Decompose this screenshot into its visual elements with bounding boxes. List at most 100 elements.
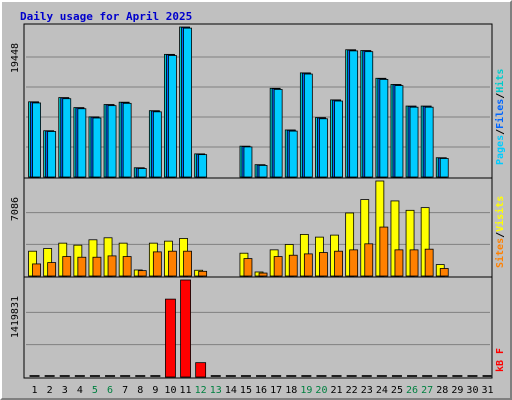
bar-kbytes-17 [271,375,282,377]
bar-pages-3 [62,98,72,178]
bar-pages-28 [439,158,449,178]
legend-sites: Sites [494,238,506,268]
day-label-11: 11 [180,385,192,396]
day-label-19: 19 [300,385,312,396]
legend-panel-3: kB F [495,348,506,372]
bar-sites-28 [439,268,449,277]
bar-kbytes-30 [467,375,478,377]
chart-title: Daily usage for April 2025 [20,10,192,23]
day-label-31: 31 [482,385,494,396]
day-label-17: 17 [270,385,282,396]
bar-pages-21 [334,100,343,178]
bar-kbytes-19 [301,375,312,377]
bar-pages-9 [152,111,162,178]
bar-kbytes-31 [482,375,493,377]
bar-pages-10 [168,55,177,178]
bar-pages-5 [92,117,102,178]
bar-kbytes-8 [135,375,146,377]
bar-pages-20 [319,118,328,178]
bar-kbytes-12 [195,362,207,378]
bar-kbytes-24 [376,375,387,377]
svg-text:Sites/Visits: Sites/Visits [494,196,506,268]
bar-sites-27 [424,248,434,277]
day-label-20: 20 [315,385,327,396]
bar-kbytes-21 [331,375,342,377]
day-label-13: 13 [210,385,222,396]
bar-pages-12 [198,154,208,178]
bar-sites-18 [288,254,298,277]
legend-files: Files [494,99,506,129]
bar-pages-7 [122,102,132,178]
bar-kbytes-26 [407,375,418,377]
day-label-16: 16 [255,385,267,396]
bar-kbytes-18 [286,375,297,377]
bar-sites-2 [47,262,57,277]
bar-pages-18 [288,130,298,178]
bar-pages-6 [107,105,117,178]
bar-kbytes-14 [225,375,236,377]
bar-kbytes-25 [391,375,402,377]
bar-sites-4 [77,256,87,277]
day-label-9: 9 [152,385,158,396]
day-label-15: 15 [240,385,252,396]
bar-pages-17 [273,89,283,178]
bar-kbytes-1 [29,375,40,377]
bar-sites-19 [303,253,313,277]
day-label-26: 26 [406,385,418,396]
legend-hits: Hits [494,69,506,93]
bar-pages-24 [379,79,389,178]
bar-sites-24 [379,226,389,277]
bar-sites-17 [273,256,283,277]
day-label-18: 18 [285,385,297,396]
bar-sites-9 [152,251,162,277]
max-label-kbytes: 1419831 [10,296,21,338]
bar-sites-12 [198,270,208,277]
bar-kbytes-27 [422,375,433,377]
day-label-10: 10 [164,385,176,396]
bar-kbytes-29 [452,375,463,377]
bar-kbytes-5 [89,375,100,377]
bar-sites-5 [92,256,102,277]
bar-kbytes-16 [256,375,267,377]
legend-sep-3: / [495,232,506,238]
bar-pages-16 [258,165,268,178]
bar-sites-3 [62,256,72,277]
bar-pages-1 [32,102,41,178]
bar-kbytes-22 [346,375,357,377]
legend-sep-2: / [495,93,506,99]
panel-kbytes [23,276,493,379]
max-label-visits-sites: 7086 [10,197,21,221]
bar-pages-27 [424,106,434,178]
bar-kbytes-10 [165,298,176,378]
bar-pages-15 [243,146,253,178]
day-label-3: 3 [62,385,68,396]
bar-pages-26 [409,106,419,178]
bar-kbytes-7 [120,375,131,377]
bar-sites-11 [183,250,192,277]
bar-kbytes-11 [180,279,191,378]
bar-sites-20 [319,252,328,277]
day-label-22: 22 [346,385,358,396]
bar-kbytes-6 [105,375,116,377]
day-label-5: 5 [92,385,98,396]
bar-kbytes-23 [361,375,372,377]
legend-panel-1: Pages/Files/Hits [494,69,506,165]
day-label-21: 21 [331,385,343,396]
legend-panel-2: Sites/Visits [494,196,506,268]
bar-sites-10 [168,250,177,277]
chart-panels [23,23,493,379]
day-label-28: 28 [436,385,448,396]
bar-sites-1 [32,263,41,277]
day-label-6: 6 [107,385,113,396]
bar-pages-2 [47,131,57,178]
legend-visits: Visits [494,196,506,232]
bar-sites-8 [137,270,147,277]
bar-kbytes-9 [150,375,161,377]
bar-sites-22 [349,249,359,277]
max-label-hits-files-pages: 19448 [10,43,21,73]
bar-pages-8 [137,168,147,178]
bar-kbytes-4 [74,375,85,377]
day-label-25: 25 [391,385,403,396]
day-label-8: 8 [137,385,143,396]
